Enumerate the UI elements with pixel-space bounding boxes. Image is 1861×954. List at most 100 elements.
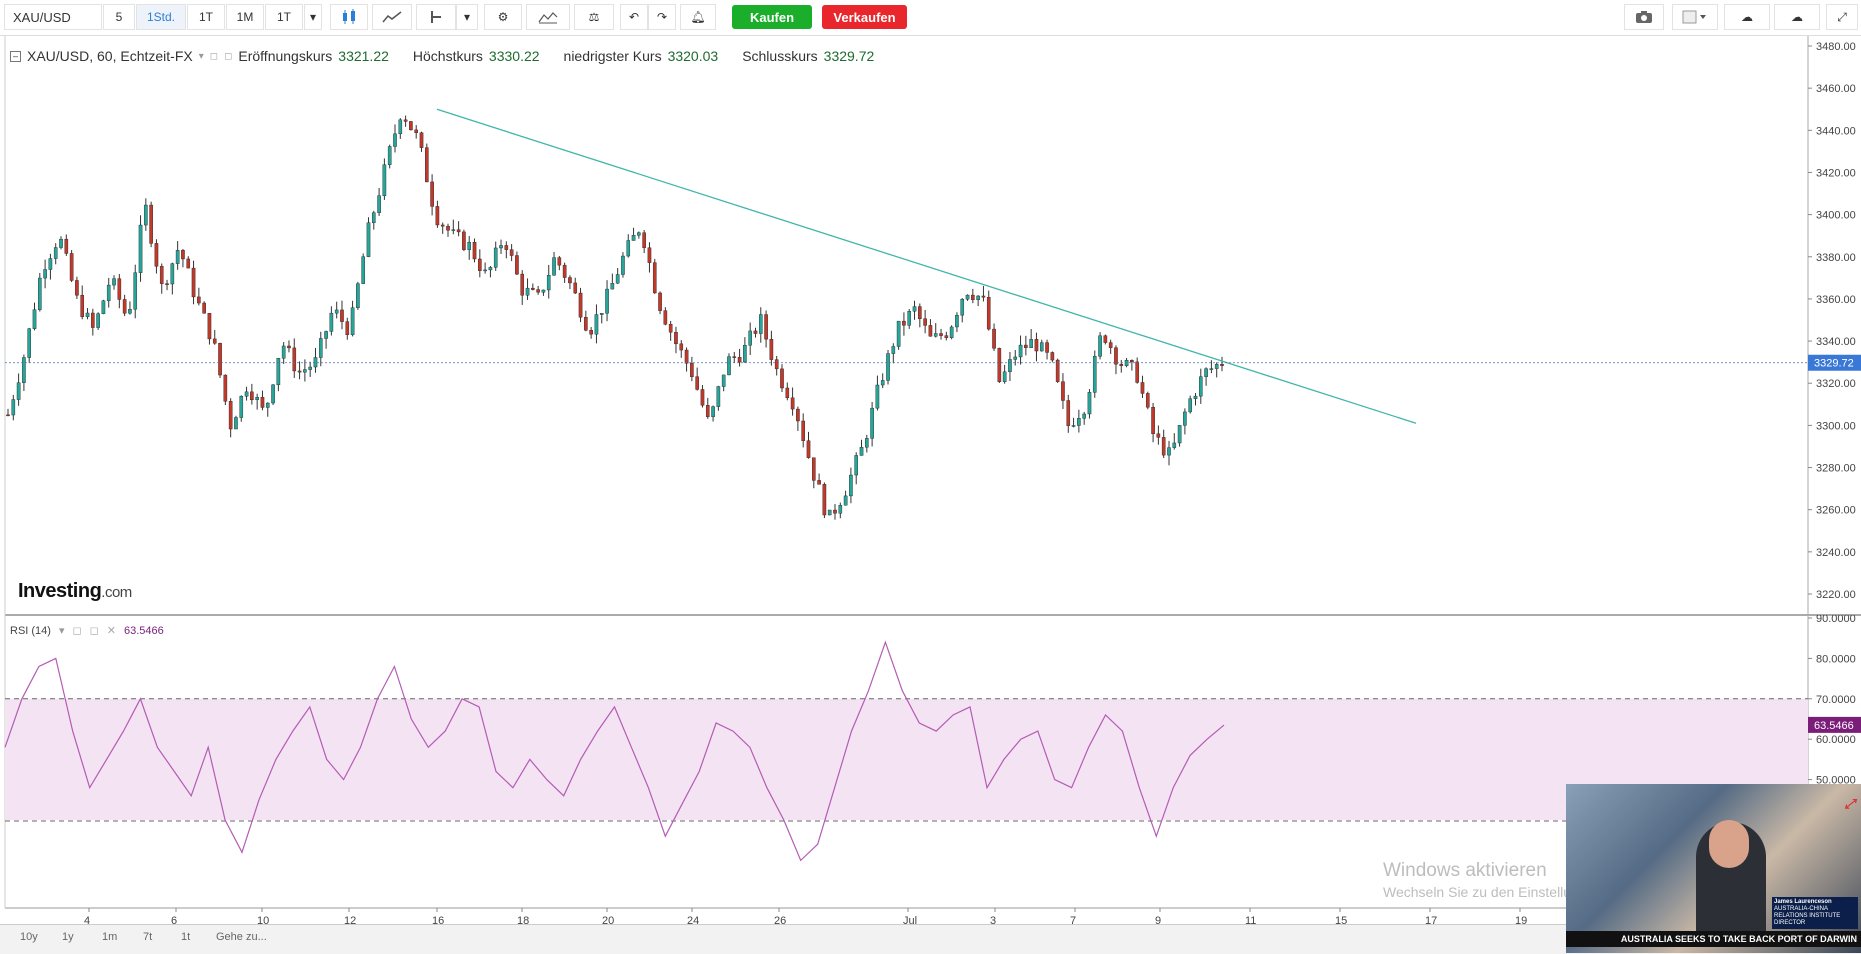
candle-body — [1145, 393, 1150, 408]
candle-body — [281, 345, 286, 359]
candle-body — [986, 297, 991, 330]
goto-date-button[interactable]: Gehe zu... — [216, 931, 267, 943]
candle-body — [85, 312, 90, 317]
candle-body — [886, 353, 890, 381]
candle-body — [1167, 447, 1171, 456]
candle-body — [811, 457, 816, 481]
drawing-dropdown-icon[interactable]: ▾ — [456, 4, 478, 30]
candle-body — [1061, 381, 1065, 401]
price-tick-label: 3380.00 — [1816, 252, 1856, 264]
candle-body — [690, 363, 694, 377]
candle-body — [764, 314, 768, 340]
camera-icon[interactable] — [1624, 4, 1664, 30]
candle-body — [1188, 398, 1192, 413]
candle-body — [520, 273, 525, 296]
video-overlay[interactable]: ⤢ James Laurenceson AUSTRALIA-CHINA RELA… — [1566, 784, 1861, 953]
interval-dropdown-icon[interactable]: ▾ — [304, 4, 322, 30]
range-7t-button[interactable]: 7t — [143, 931, 153, 943]
legend-settings-icon[interactable]: ◻ — [224, 50, 233, 62]
candle-body — [1087, 392, 1092, 415]
candle-body — [658, 292, 662, 311]
interval-1d-button[interactable]: 1T — [187, 4, 225, 30]
candle-body — [234, 417, 238, 430]
candle-body — [605, 288, 609, 314]
interval-1h-button[interactable]: 1Std. — [136, 4, 186, 30]
candle-body — [531, 287, 535, 290]
x-tick-label: 3 — [990, 915, 996, 924]
range-10y-button[interactable]: 10y — [20, 931, 38, 943]
rsi-eye-icon[interactable]: ◻ — [72, 625, 82, 637]
legend-eye-icon[interactable]: ◻ — [209, 50, 219, 62]
rsi-options-icon[interactable]: ▾ — [58, 625, 65, 637]
candle-body — [446, 225, 450, 231]
layout-icon[interactable] — [1672, 4, 1718, 30]
candles-icon[interactable] — [330, 4, 368, 30]
alert-bell-icon[interactable]: 🔔︎ — [680, 4, 716, 30]
settings-gear-icon[interactable]: ⚙ — [484, 4, 522, 30]
price-tick-label: 3360.00 — [1816, 294, 1856, 306]
cloud-upload-icon[interactable]: ☁ — [1774, 4, 1820, 30]
candle-body — [387, 146, 392, 165]
interval-5m-button[interactable]: 5 — [103, 4, 135, 30]
rsi-settings-icon[interactable]: ◻ — [89, 625, 99, 637]
x-tick-label: 12 — [344, 915, 356, 924]
x-tick-label: 18 — [517, 915, 529, 924]
candle-body — [594, 314, 599, 335]
range-1t-button[interactable]: 1t — [181, 931, 191, 943]
candle-body — [244, 391, 249, 397]
symbol-input[interactable]: XAU/USD — [4, 4, 102, 30]
candle-body — [117, 278, 122, 300]
collapse-icon[interactable]: – — [10, 50, 21, 62]
video-close-icon[interactable]: ⤢ — [1844, 796, 1855, 811]
line-chart-icon[interactable] — [372, 4, 412, 30]
candle-body — [59, 238, 63, 248]
candle-body — [38, 277, 42, 310]
redo-icon[interactable]: ↷ — [648, 4, 676, 30]
candle-body — [181, 250, 185, 260]
candle-body — [695, 376, 699, 390]
candle-body — [859, 446, 864, 456]
legend-options-icon[interactable]: ▾ — [198, 50, 204, 62]
chart-canvas[interactable]: 3220.00 3240.00 3260.00 3280.00 3300.00 3320.… — [0, 36, 1861, 924]
trendline — [436, 108, 1417, 424]
drawing-tools-icon[interactable] — [416, 4, 456, 30]
candle-body — [186, 258, 191, 269]
candle-body — [1198, 376, 1203, 397]
last-price-tag — [1808, 354, 1861, 371]
undo-icon[interactable]: ↶ — [620, 4, 648, 30]
range-1m-button[interactable]: 1m — [102, 931, 118, 943]
sell-button[interactable]: Verkaufen — [822, 5, 907, 29]
rsi-close-icon[interactable]: ✕ — [106, 625, 116, 637]
candle-body — [923, 318, 927, 326]
candle-body — [303, 369, 307, 373]
candle-body — [843, 495, 848, 506]
candle-body — [573, 282, 578, 294]
fullscreen-icon[interactable]: ⤢ — [1826, 4, 1858, 30]
candle-body — [880, 380, 885, 386]
candle-body — [960, 298, 965, 316]
x-tick-label: 19 — [1515, 915, 1527, 924]
indicators-icon[interactable] — [526, 4, 570, 30]
rsi-label: RSI (14) — [10, 624, 51, 637]
interval-1mo-button[interactable]: 1M — [226, 4, 264, 30]
candle-body — [16, 382, 21, 400]
candle-body — [939, 333, 943, 336]
candle-body — [1204, 368, 1208, 377]
candle-body — [912, 306, 917, 312]
interval-custom-button[interactable]: 1T — [265, 4, 303, 30]
cloud-download-icon[interactable]: ☁ — [1724, 4, 1770, 30]
candle-body — [743, 344, 747, 363]
range-1y-button[interactable]: 1y — [62, 931, 74, 943]
candle-body — [589, 330, 593, 335]
candle-body — [1151, 407, 1155, 435]
buy-button[interactable]: Kaufen — [732, 5, 812, 29]
candle-body — [1077, 418, 1081, 426]
compare-scale-icon[interactable]: ⚖ — [574, 4, 614, 30]
candle-body — [69, 253, 74, 281]
candle-body — [48, 258, 53, 270]
candle-body — [403, 119, 408, 122]
candle-body — [928, 325, 933, 337]
x-tick-label: 7 — [1070, 915, 1076, 924]
candle-body — [955, 314, 959, 328]
candle-body — [175, 250, 180, 264]
